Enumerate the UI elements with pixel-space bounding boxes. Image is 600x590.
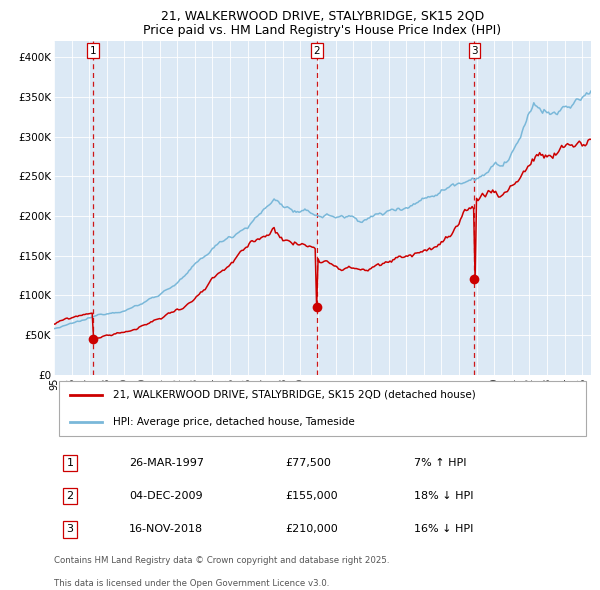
- Text: 3: 3: [67, 524, 74, 534]
- Text: HPI: Average price, detached house, Tameside: HPI: Average price, detached house, Tame…: [113, 417, 355, 427]
- Text: 26-MAR-1997: 26-MAR-1997: [129, 458, 204, 468]
- Text: 7% ↑ HPI: 7% ↑ HPI: [414, 458, 466, 468]
- Text: 18% ↓ HPI: 18% ↓ HPI: [414, 491, 473, 501]
- Text: £210,000: £210,000: [285, 524, 338, 534]
- Title: 21, WALKERWOOD DRIVE, STALYBRIDGE, SK15 2QD
Price paid vs. HM Land Registry's Ho: 21, WALKERWOOD DRIVE, STALYBRIDGE, SK15 …: [143, 9, 502, 37]
- Text: 16% ↓ HPI: 16% ↓ HPI: [414, 524, 473, 534]
- Text: Contains HM Land Registry data © Crown copyright and database right 2025.: Contains HM Land Registry data © Crown c…: [54, 556, 389, 565]
- Text: 04-DEC-2009: 04-DEC-2009: [129, 491, 203, 501]
- Text: 21, WALKERWOOD DRIVE, STALYBRIDGE, SK15 2QD (detached house): 21, WALKERWOOD DRIVE, STALYBRIDGE, SK15 …: [113, 390, 476, 400]
- Text: 2: 2: [313, 46, 320, 56]
- Text: 2: 2: [67, 491, 74, 501]
- Text: 1: 1: [90, 46, 97, 56]
- Text: This data is licensed under the Open Government Licence v3.0.: This data is licensed under the Open Gov…: [54, 579, 329, 588]
- Text: 3: 3: [471, 46, 478, 56]
- Text: £77,500: £77,500: [285, 458, 331, 468]
- FancyBboxPatch shape: [59, 381, 586, 437]
- Text: 16-NOV-2018: 16-NOV-2018: [129, 524, 203, 534]
- Text: 1: 1: [67, 458, 74, 468]
- Text: £155,000: £155,000: [285, 491, 338, 501]
